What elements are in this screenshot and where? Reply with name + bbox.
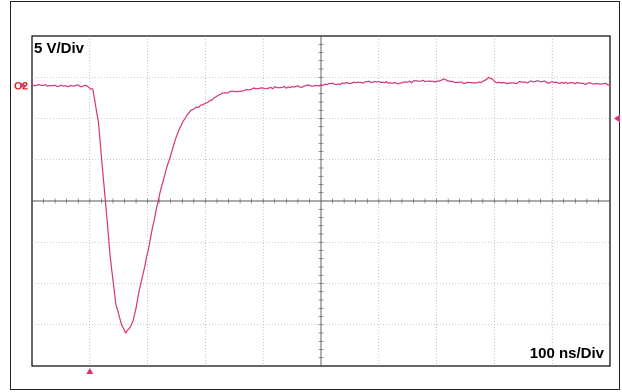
markers — [20, 82, 620, 374]
trigger-time-marker — [86, 368, 94, 374]
graticule — [32, 36, 610, 366]
horizontal-scale-label: 100 ns/Div — [530, 345, 605, 362]
waveform-trace — [32, 76, 611, 334]
ground-level-marker — [20, 82, 26, 89]
vertical-scale-label: 5 V/Div — [34, 40, 85, 57]
trigger-level-marker — [614, 114, 620, 123]
waveform-line — [32, 76, 611, 334]
